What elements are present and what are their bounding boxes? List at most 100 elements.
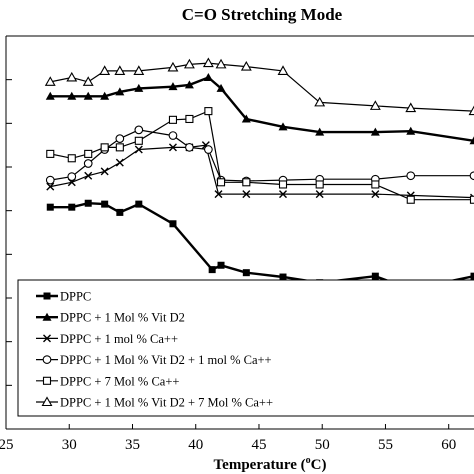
data-point bbox=[167, 61, 179, 72]
x-tick-label: 60 bbox=[441, 437, 456, 453]
data-point bbox=[42, 312, 52, 321]
data-point bbox=[214, 190, 223, 199]
x-axis-label-superscript: o bbox=[306, 455, 311, 466]
data-point bbox=[100, 91, 110, 100]
data-point bbox=[183, 58, 195, 69]
data-point bbox=[115, 134, 125, 143]
data-point bbox=[469, 136, 474, 145]
data-point bbox=[405, 102, 417, 113]
legend-label: DPPC + 1 Mol % Vit D2 + 7 Mol % Ca++ bbox=[60, 396, 273, 410]
series-line bbox=[50, 129, 474, 182]
data-point bbox=[134, 145, 143, 154]
series-line bbox=[50, 76, 474, 142]
x-axis: 25 30 35 40 45 50 55 60 bbox=[0, 424, 456, 453]
data-point bbox=[184, 80, 194, 89]
data-point bbox=[67, 172, 77, 181]
data-point bbox=[84, 171, 93, 180]
data-point bbox=[42, 376, 52, 385]
data-point bbox=[42, 355, 52, 364]
data-point bbox=[100, 167, 109, 176]
series-line bbox=[50, 62, 474, 112]
series-2 bbox=[45, 72, 474, 145]
data-point bbox=[46, 149, 55, 158]
data-point bbox=[371, 272, 379, 280]
data-point bbox=[406, 171, 416, 181]
data-point bbox=[406, 126, 416, 135]
legend-label: DPPC + 7 Mol % Ca++ bbox=[60, 374, 179, 388]
data-point bbox=[278, 180, 288, 189]
data-point bbox=[135, 200, 143, 208]
data-point bbox=[315, 190, 324, 199]
data-point bbox=[67, 154, 76, 163]
legend-label: DPPC + 1 mol % Ca++ bbox=[60, 332, 178, 346]
data-point bbox=[45, 91, 55, 100]
data-point bbox=[67, 91, 77, 100]
data-point bbox=[169, 220, 177, 228]
x-axis-label-tail: C) bbox=[311, 457, 327, 473]
series-6 bbox=[44, 57, 474, 116]
x-axis-label-main: Temperature ( bbox=[214, 457, 306, 473]
data-point bbox=[66, 71, 78, 82]
x-tick-label: 30 bbox=[62, 437, 77, 453]
data-point bbox=[279, 273, 287, 281]
data-point bbox=[133, 65, 145, 75]
legend-label: DPPC + 1 Mol % Vit D2 bbox=[60, 311, 185, 325]
data-point bbox=[202, 57, 214, 68]
data-point bbox=[277, 65, 289, 75]
data-point bbox=[168, 115, 178, 124]
data-point bbox=[83, 159, 93, 168]
data-point bbox=[371, 180, 380, 189]
data-point bbox=[242, 190, 251, 199]
data-point bbox=[242, 178, 251, 187]
data-point bbox=[279, 190, 287, 199]
data-point bbox=[470, 272, 474, 280]
data-point bbox=[134, 125, 144, 135]
data-point bbox=[216, 178, 226, 187]
data-point bbox=[314, 96, 326, 107]
data-point bbox=[45, 175, 55, 185]
data-point bbox=[114, 65, 126, 75]
data-point bbox=[204, 145, 213, 154]
data-point bbox=[168, 143, 177, 152]
data-point bbox=[216, 83, 226, 92]
data-point bbox=[370, 127, 380, 136]
data-point bbox=[101, 200, 109, 208]
series-layer bbox=[44, 57, 474, 293]
x-tick-label: 55 bbox=[378, 437, 393, 453]
x-tick-label: 35 bbox=[125, 437, 140, 453]
x-tick-label: 45 bbox=[251, 437, 266, 453]
data-point bbox=[371, 190, 380, 199]
data-point bbox=[469, 171, 474, 181]
data-point bbox=[204, 107, 213, 116]
data-point bbox=[116, 208, 124, 216]
legend-label: DPPC + 1 Mol % Vit D2 + 1 mol % Ca++ bbox=[60, 353, 272, 367]
legend-box bbox=[17, 279, 474, 417]
data-point bbox=[242, 269, 250, 277]
data-point bbox=[215, 58, 227, 69]
data-point bbox=[185, 114, 194, 124]
series-line bbox=[50, 144, 474, 199]
data-point bbox=[240, 60, 252, 71]
data-point bbox=[208, 266, 216, 274]
data-point bbox=[134, 136, 143, 145]
data-point bbox=[315, 127, 325, 136]
data-point bbox=[99, 65, 111, 75]
data-point bbox=[68, 203, 76, 211]
x-tick-label: 25 bbox=[0, 437, 14, 453]
data-point bbox=[185, 143, 194, 152]
legend-label: DPPC bbox=[60, 290, 91, 304]
data-point bbox=[406, 195, 415, 204]
data-point bbox=[203, 72, 213, 81]
data-point bbox=[468, 105, 474, 116]
data-point bbox=[469, 195, 474, 204]
data-point bbox=[168, 82, 178, 91]
data-point bbox=[41, 396, 53, 407]
data-point bbox=[168, 131, 178, 140]
data-point bbox=[134, 83, 144, 92]
data-point bbox=[100, 143, 109, 152]
plot-frame bbox=[5, 35, 474, 430]
data-point bbox=[44, 76, 56, 86]
data-point bbox=[46, 182, 55, 191]
data-point bbox=[241, 114, 251, 123]
series-5 bbox=[46, 107, 474, 204]
